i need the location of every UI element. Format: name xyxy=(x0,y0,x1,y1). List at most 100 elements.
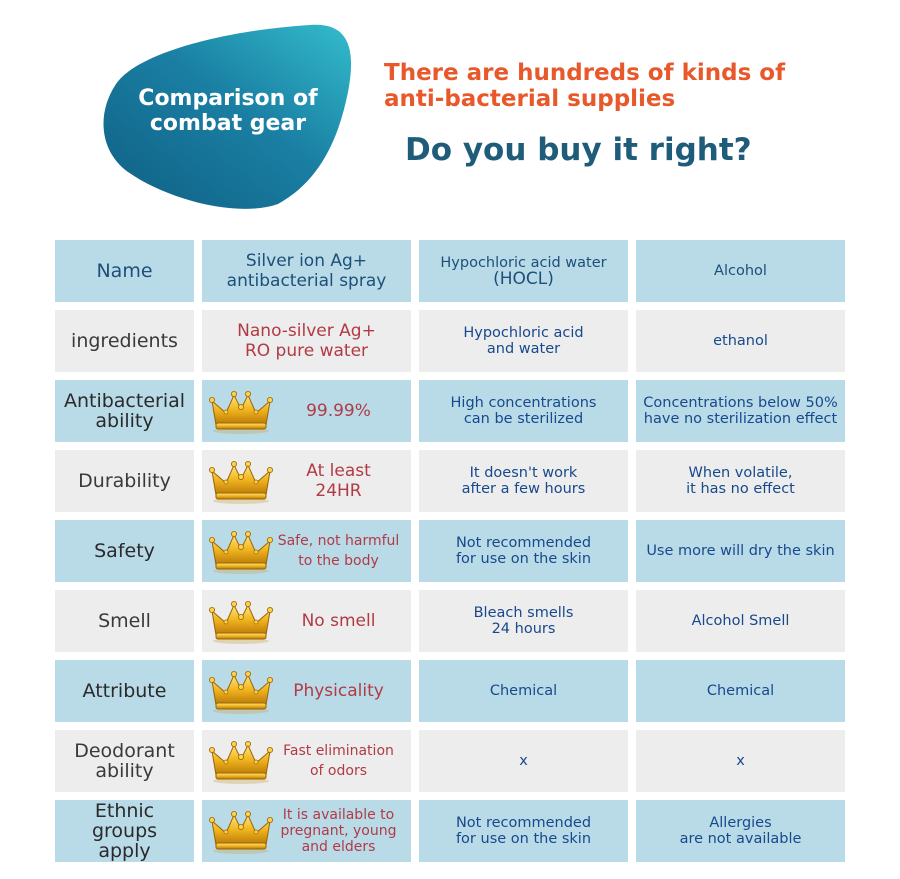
row-name-cell: Durability xyxy=(55,450,194,512)
row-hocl-cell: Not recommended for use on the skin xyxy=(419,800,628,862)
alcohol-line: it has no effect xyxy=(686,481,795,497)
row-alcohol-cell: ethanol xyxy=(636,310,845,372)
row-alcohol-cell: Allergies are not available xyxy=(636,800,845,862)
header-silver-line1: Silver ion Ag+ xyxy=(245,251,368,271)
silver-line: 24HR xyxy=(315,481,362,501)
badge-title: Comparison of combat gear xyxy=(110,86,346,136)
table-row: Deodorant ability Fast elimination of odors… xyxy=(55,730,845,792)
hocl-line: for use on the skin xyxy=(455,831,592,847)
row-name-cell: Ethnic groups apply xyxy=(55,800,194,862)
name-line: ability xyxy=(95,760,154,782)
silver-line: RO pure water xyxy=(244,341,369,361)
name-line: Ethnic groups xyxy=(91,800,158,842)
alcohol-line: are not available xyxy=(679,831,802,847)
row-alcohol-cell: When volatile, it has no effect xyxy=(636,450,845,512)
hocl-line: can be sterilized xyxy=(463,411,584,427)
row-alcohol-cell: Use more will dry the skin xyxy=(636,520,845,582)
hocl-line: for use on the skin xyxy=(455,551,592,567)
hocl-line: Hypochloric acid xyxy=(463,325,584,341)
hocl-line: after a few hours xyxy=(461,481,586,497)
alcohol-line: have no sterilization effect xyxy=(643,411,838,427)
hocl-line: Not recommended xyxy=(455,535,592,551)
badge-blob xyxy=(98,22,360,212)
table-row: Ethnic groups apply It is available to preg… xyxy=(55,800,845,862)
hocl-line: High concentrations xyxy=(450,395,597,411)
silver-line: No smell xyxy=(301,611,376,631)
silver-line: pregnant, young xyxy=(280,823,397,839)
name-line: apply xyxy=(98,840,151,862)
crown-icon xyxy=(206,737,276,785)
silver-line: Safe, not harmful xyxy=(277,533,400,549)
silver-line: of odors xyxy=(309,763,367,779)
hocl-line: Chemical xyxy=(489,683,558,699)
silver-line: Nano-silver Ag+ xyxy=(237,321,376,341)
header-hocl-cell: Hypochloric acid water (HOCL) xyxy=(419,240,628,302)
row-name-cell: ingredients xyxy=(55,310,194,372)
alcohol-line: When volatile, xyxy=(688,465,793,481)
header-name-cell: Name xyxy=(55,240,194,302)
row-silver-cell: Fast elimination of odors xyxy=(202,730,411,792)
alcohol-line: ethanol xyxy=(713,333,768,349)
alcohol-line: Concentrations below 50% xyxy=(643,395,838,411)
header-alcohol: Alcohol xyxy=(714,263,767,279)
row-silver-cell: Safe, not harmful to the body xyxy=(202,520,411,582)
header-silver-cell: Silver ion Ag+ antibacterial spray xyxy=(202,240,411,302)
badge-shape xyxy=(103,24,352,209)
name-line: Antibacterial xyxy=(63,390,186,412)
name-line: ingredients xyxy=(71,330,178,352)
name-line: Deodorant xyxy=(74,740,175,762)
headline-line1: There are hundreds of kinds of xyxy=(384,60,786,86)
alcohol-line: Allergies xyxy=(709,815,772,831)
hocl-line: 24 hours xyxy=(491,621,556,637)
name-line: Attribute xyxy=(82,680,167,702)
table-row: Attribute Physicality Chemical Chemical xyxy=(55,660,845,722)
crown-icon xyxy=(206,457,276,505)
silver-line: Fast elimination xyxy=(283,743,394,759)
crown-icon xyxy=(206,527,276,575)
row-alcohol-cell: Concentrations below 50% have no steriliz… xyxy=(636,380,845,442)
row-silver-cell: Physicality xyxy=(202,660,411,722)
row-hocl-cell: High concentrations can be sterilized xyxy=(419,380,628,442)
table-row: Smell No smell Bleach smells 24 hours Alcoho… xyxy=(55,590,845,652)
hocl-line: Bleach smells xyxy=(473,605,574,621)
header-hocl-line2: (HOCL) xyxy=(493,269,554,289)
crown-icon xyxy=(206,807,276,855)
table-row: ingredients Nano-silver Ag+ RO pure water H… xyxy=(55,310,845,372)
row-silver-cell: It is available to pregnant, young and eld… xyxy=(202,800,411,862)
row-alcohol-cell: Alcohol Smell xyxy=(636,590,845,652)
silver-line: to the body xyxy=(298,553,379,569)
table-row: Durability At least 24HR It doesn't work aft… xyxy=(55,450,845,512)
header-hocl-line1: Hypochloric acid water xyxy=(440,255,607,271)
header-silver-line2: antibacterial spray xyxy=(226,271,387,291)
alcohol-line: Use more will dry the skin xyxy=(646,543,835,559)
name-line: Safety xyxy=(94,540,155,562)
crown-icon xyxy=(206,597,276,645)
row-hocl-cell: It doesn't work after a few hours xyxy=(419,450,628,512)
row-alcohol-cell: x xyxy=(636,730,845,792)
row-silver-cell: At least 24HR xyxy=(202,450,411,512)
silver-line: It is available to xyxy=(282,807,395,823)
header-name: Name xyxy=(96,260,153,282)
row-name-cell: Safety xyxy=(55,520,194,582)
crown-icon xyxy=(206,667,276,715)
row-hocl-cell: Not recommended for use on the skin xyxy=(419,520,628,582)
row-silver-cell: No smell xyxy=(202,590,411,652)
silver-line: and elders xyxy=(301,839,376,855)
headline-line2: anti-bacterial supplies xyxy=(384,86,676,112)
silver-line: Physicality xyxy=(293,681,384,701)
badge-line2: combat gear xyxy=(149,111,307,136)
row-hocl-cell: x xyxy=(419,730,628,792)
row-name-cell: Attribute xyxy=(55,660,194,722)
hocl-line: and water xyxy=(486,341,561,357)
table-header-row: Name Silver ion Ag+ antibacterial spray … xyxy=(55,240,845,302)
alcohol-line: Alcohol Smell xyxy=(691,613,790,629)
hocl-line: It doesn't work xyxy=(469,465,578,481)
row-alcohol-cell: Chemical xyxy=(636,660,845,722)
table-row: Safety Safe, not harmful to the body Not re… xyxy=(55,520,845,582)
row-hocl-cell: Bleach smells 24 hours xyxy=(419,590,628,652)
crown-icon xyxy=(206,387,276,435)
silver-line: At least xyxy=(306,461,371,481)
row-name-cell: Smell xyxy=(55,590,194,652)
row-silver-cell: Nano-silver Ag+ RO pure water xyxy=(202,310,411,372)
row-name-cell: Antibacterial ability xyxy=(55,380,194,442)
